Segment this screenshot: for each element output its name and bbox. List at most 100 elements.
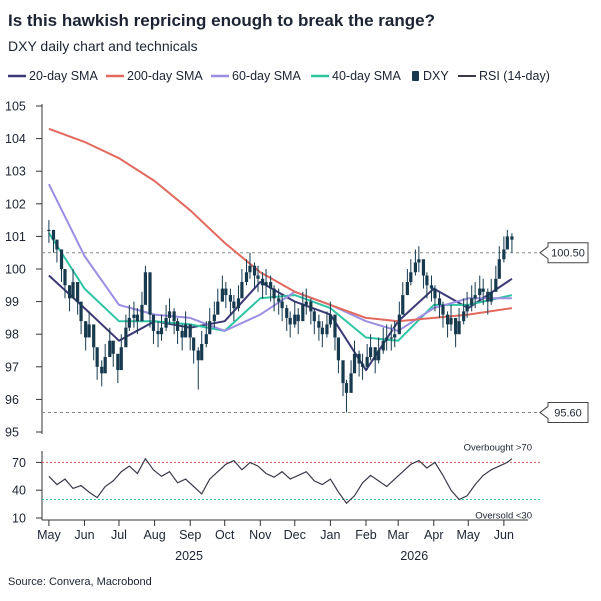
- dxy-candle-body: [92, 324, 96, 348]
- x-axis: May Jun Jul Aug Sep Oct Nov Dec Jan Feb Mar Apr May J…: [37, 519, 528, 563]
- dxy-candle-body: [454, 317, 458, 335]
- dxy-candle-body: [236, 298, 241, 309]
- price-y-tick-label: 98: [5, 328, 19, 342]
- dxy-candle-body: [449, 317, 453, 325]
- series-line-60-day-sma: [48, 183, 512, 332]
- dxy-candle-body: [248, 265, 252, 273]
- dxy-candle-body: [494, 278, 498, 292]
- dxy-candle-body: [510, 236, 514, 240]
- dxy-candle-body: [71, 282, 75, 299]
- dxy-candle-body: [357, 353, 361, 364]
- dxy-candle-body: [180, 330, 184, 338]
- dxy-candle-body: [301, 304, 305, 322]
- dxy-candle-body: [240, 282, 244, 299]
- dxy-candle-body: [341, 360, 345, 384]
- x-month-label: Mar: [387, 528, 409, 542]
- dxy-candle-body: [224, 288, 228, 296]
- dxy-candle-body: [401, 295, 405, 315]
- dxy-candle-body: [124, 327, 128, 348]
- dxy-candle-body: [119, 347, 123, 371]
- dxy-candle-body: [232, 301, 236, 309]
- dxy-candle-body: [228, 295, 233, 302]
- dxy-candle-body: [111, 340, 115, 354]
- dxy-candle-body: [192, 337, 196, 351]
- dxy-candle-body: [140, 304, 144, 322]
- dxy-candle-body: [425, 275, 429, 286]
- dxy-candle-body: [156, 330, 160, 335]
- price-y-tick-label: 100: [5, 263, 26, 277]
- x-month-label: Dec: [284, 528, 306, 542]
- price-y-tick-label: 105: [5, 100, 26, 114]
- dxy-candle-body: [79, 301, 83, 322]
- dxy-candle-body: [437, 298, 442, 305]
- dxy-candle-body: [445, 314, 450, 325]
- x-month-label: Jan: [320, 528, 340, 542]
- x-year-label: 2026: [400, 549, 428, 563]
- rsi-y-tick-label: 10: [12, 512, 26, 526]
- legend-label-sma60: 60-day SMA: [232, 69, 301, 83]
- dxy-candle-body: [151, 314, 156, 331]
- series-line-rsi: [48, 457, 513, 505]
- dxy-candle-body: [95, 347, 99, 367]
- dxy-candle-body: [409, 272, 413, 283]
- reference-callout-label: 100.50: [551, 248, 585, 260]
- dxy-candle-body: [309, 301, 313, 312]
- dxy-candle-body: [325, 324, 329, 335]
- dxy-candle-body: [51, 229, 56, 240]
- dxy-candle-body: [397, 314, 401, 335]
- reference-callout-box: [539, 401, 589, 423]
- price-y-tick-label: 97: [5, 360, 19, 374]
- dxy-candle-body: [478, 288, 482, 296]
- dxy-candle-body: [373, 347, 377, 361]
- dxy-candle-body: [55, 239, 59, 250]
- dxy-candle-body: [280, 301, 284, 309]
- dxy-candle-body: [421, 259, 426, 276]
- dxy-candle-body: [272, 288, 276, 299]
- legend-label-sma20: 20-day SMA: [29, 69, 98, 83]
- reference-callout-box: [539, 242, 589, 264]
- dxy-candle-body: [393, 334, 397, 338]
- dxy-candle-body: [365, 357, 369, 367]
- x-month-label: May: [456, 528, 480, 542]
- dxy-candle-body: [417, 259, 421, 263]
- reference-callout-label: 95.60: [554, 407, 582, 419]
- dxy-candle-body: [164, 317, 168, 328]
- dxy-candle-body: [505, 236, 509, 250]
- dxy-candle-body: [208, 321, 212, 335]
- legend-label-sma40: 40-day SMA: [332, 69, 401, 83]
- dxy-candle-body: [252, 265, 257, 276]
- dxy-candle-body: [489, 291, 493, 302]
- rsi-y-tick-label: 70: [12, 456, 26, 470]
- dxy-candle-body: [465, 304, 469, 312]
- legend-label-rsi: RSI (14-day): [479, 69, 550, 83]
- x-month-label: Apr: [424, 528, 443, 542]
- price-y-tick-label: 99: [5, 295, 19, 309]
- dxy-candle-body: [377, 350, 381, 361]
- dxy-candle-body: [216, 301, 220, 315]
- series-line-40-day-sma: [48, 232, 513, 342]
- dxy-candle-body: [497, 259, 501, 279]
- dxy-candle-body: [333, 314, 337, 338]
- price-y-tick-label: 104: [5, 132, 26, 146]
- legend-swatch-dxy: [412, 71, 419, 81]
- dxy-candle-body: [100, 366, 104, 374]
- dxy-candle-body: [344, 383, 349, 393]
- dxy-candle-body: [473, 295, 477, 299]
- dxy-candle-body: [135, 314, 139, 322]
- dxy-candle-body: [143, 272, 148, 305]
- chart-subtitle: DXY daily chart and technicals: [8, 38, 198, 54]
- dxy-candle-body: [103, 357, 107, 374]
- dxy-candle-body: [132, 314, 136, 318]
- dxy-candle-body: [212, 314, 216, 322]
- dxy-candle-body: [200, 343, 204, 361]
- dxy-candle-body: [486, 291, 490, 302]
- dxy-candle-body: [159, 327, 164, 335]
- dxy-candle-body: [328, 314, 332, 325]
- dxy-candle-body: [288, 317, 292, 325]
- legend-label-sma200: 200-day SMA: [127, 69, 203, 83]
- price-y-tick-label: 101: [5, 230, 26, 244]
- legend: 20-day SMA 200-day SMA 60-day SMA 40-day…: [8, 69, 550, 83]
- dxy-candle-body: [470, 298, 474, 305]
- dxy-candle-body: [413, 262, 418, 273]
